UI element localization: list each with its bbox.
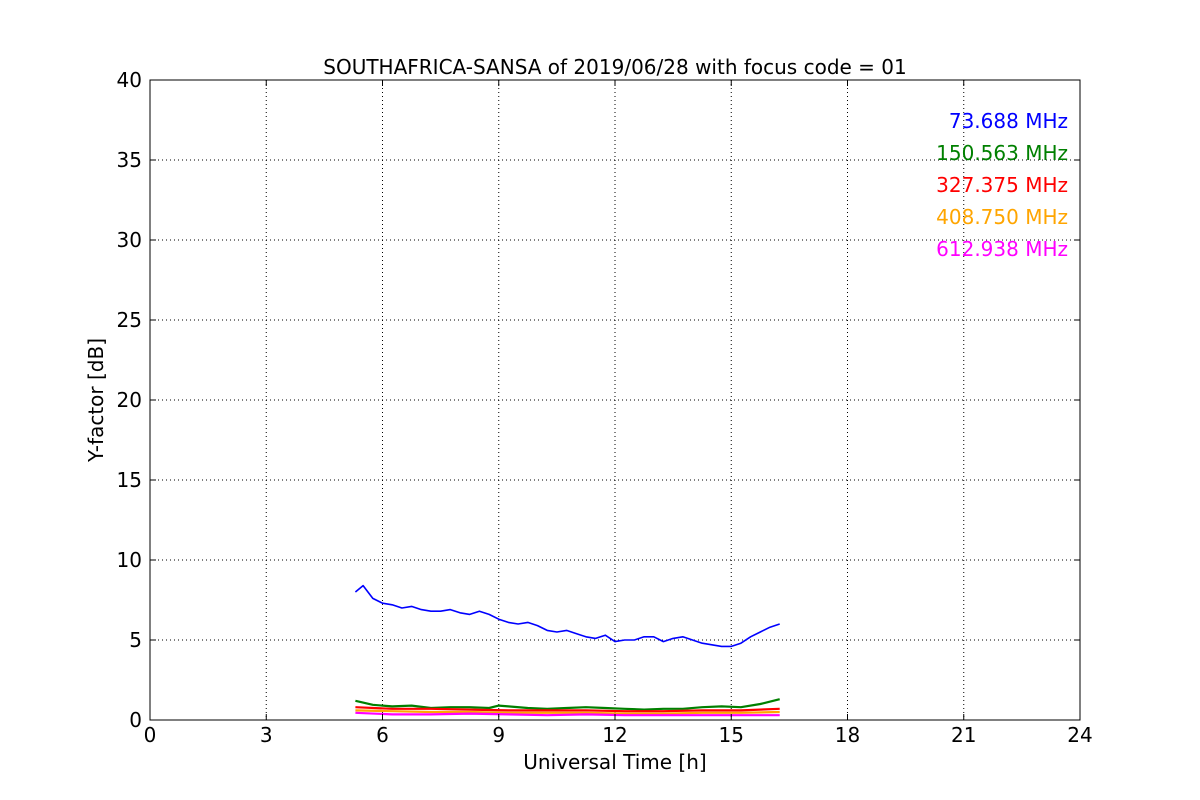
series-line-3 [355,706,780,713]
legend-entry-4: 408.750 MHz [936,205,1068,229]
legend: 73.688 MHz 150.563 MHz 327.375 MHz 408.750 … [936,109,1068,261]
y-tick-label: 35 [117,148,142,172]
x-tick-label: 6 [376,723,389,747]
series-line-1 [354,584,780,648]
legend-entry-5: 612.938 MHz [936,237,1068,261]
y-tick-label: 40 [117,68,142,92]
legend-entry-3: 327.375 MHz [936,173,1068,197]
grid [150,80,1080,720]
legend-entry-2: 150.563 MHz [936,141,1068,165]
x-tick-label: 15 [719,723,744,747]
x-tick-label: 0 [144,723,157,747]
y-tick-label: 10 [117,548,142,572]
y-tick-label: 30 [117,228,142,252]
legend-entry-1: 73.688 MHz [949,109,1068,133]
x-tick-label: 21 [951,723,976,747]
series-line-4 [355,709,780,715]
y-tick-label: 0 [129,708,142,732]
x-tick-label: 9 [492,723,505,747]
axis-ticks: 0 3 6 9 12 15 18 21 24 0 5 10 15 20 25 30 35 40 [117,68,1093,747]
chart-title: SOUTHAFRICA-SANSA of 2019/06/28 with foc… [323,55,907,79]
series-line-2 [355,698,780,711]
x-tick-label: 24 [1067,723,1092,747]
x-tick-label: 18 [835,723,860,747]
series-line-5 [355,711,780,717]
y-tick-label: 5 [129,628,142,652]
y-axis-label: Y-factor [dB] [84,338,108,463]
y-tick-label: 15 [117,468,142,492]
x-tick-label: 12 [602,723,627,747]
y-tick-label: 20 [117,388,142,412]
series-layer [354,584,780,717]
y-tick-label: 25 [117,308,142,332]
x-tick-label: 3 [260,723,273,747]
x-axis-label: Universal Time [h] [523,750,706,774]
